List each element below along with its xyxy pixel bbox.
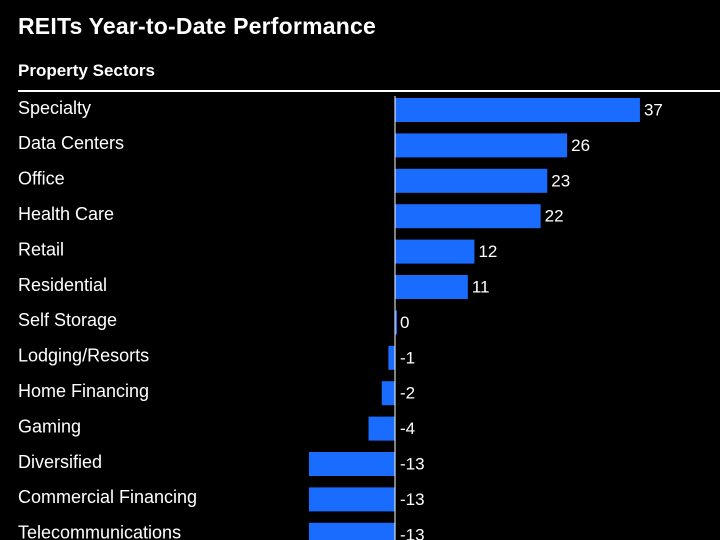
category-label-residential: Residential [18, 275, 107, 295]
category-labels: Specialty Data Centers Office Health Care Re… [18, 98, 197, 540]
value-label-health-care: 22 [545, 207, 564, 226]
value-label-self-storage: 0 [400, 313, 409, 332]
value-label-commercial-financing: -13 [400, 490, 425, 509]
bar-gaming [368, 416, 395, 441]
category-label-gaming: Gaming [18, 416, 81, 436]
bar-office [395, 168, 548, 193]
value-label-lodging-resorts: -1 [400, 348, 415, 367]
bar-self-storage [395, 310, 397, 335]
category-label-telecommunications: Telecommunications [18, 523, 181, 540]
value-label-office: 23 [551, 171, 570, 190]
bar-commercial-financing [308, 487, 395, 512]
value-label-retail: 12 [478, 242, 497, 261]
category-label-lodging-resorts: Lodging/Resorts [18, 346, 149, 366]
category-label-diversified: Diversified [18, 452, 102, 472]
category-label-home-financing: Home Financing [18, 381, 149, 401]
category-label-retail: Retail [18, 239, 64, 259]
category-label-self-storage: Self Storage [18, 310, 117, 330]
bar-home-financing [381, 381, 395, 406]
bar-group [308, 98, 640, 540]
category-label-office: Office [18, 169, 65, 189]
chart-title: REITs Year-to-Date Performance [18, 13, 376, 39]
value-label-telecommunications: -13 [400, 525, 425, 540]
header-rule [18, 90, 720, 92]
value-label-diversified: -13 [400, 454, 425, 473]
bar-health-care [395, 204, 541, 229]
bar-diversified [308, 452, 395, 476]
value-label-specialty: 37 [644, 100, 663, 119]
bar-specialty [395, 98, 640, 122]
value-label-gaming: -4 [400, 419, 415, 438]
category-label-commercial-financing: Commercial Financing [18, 487, 197, 507]
value-label-home-financing: -2 [400, 384, 415, 403]
value-label-residential: 11 [472, 277, 490, 296]
section-label: Property Sectors [18, 61, 155, 80]
category-label-health-care: Health Care [18, 204, 114, 224]
bar-residential [395, 275, 468, 299]
category-label-specialty: Specialty [18, 98, 91, 118]
category-label-data-centers: Data Centers [18, 133, 124, 153]
bar-lodging-resorts [388, 345, 395, 370]
value-label-data-centers: 26 [571, 136, 590, 155]
bar-data-centers [395, 133, 568, 158]
bar-retail [395, 239, 475, 264]
bar-telecommunications [308, 522, 395, 540]
